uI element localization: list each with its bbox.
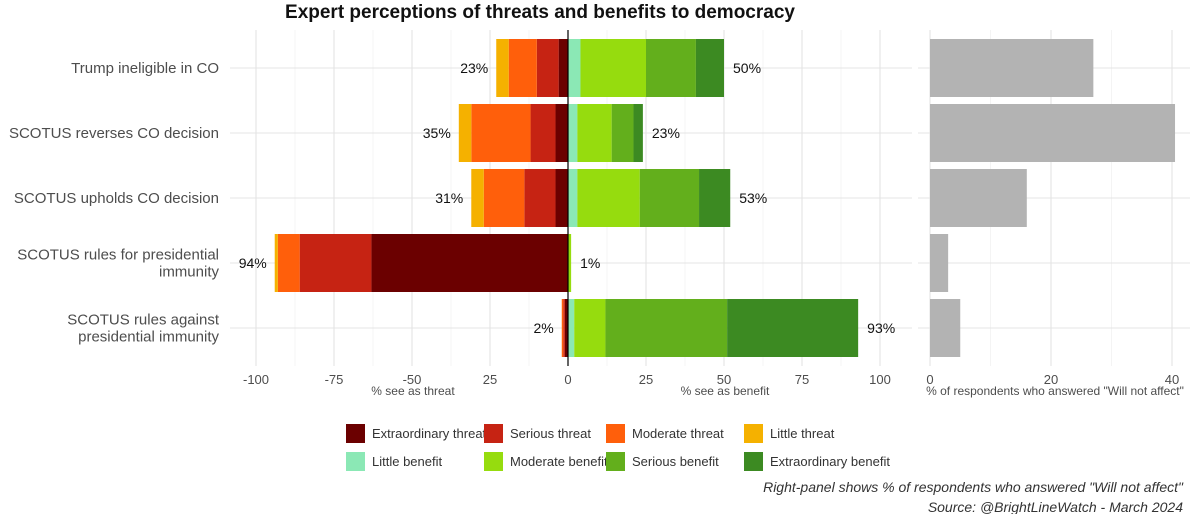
bar-segment xyxy=(471,169,484,227)
legend-label: Moderate benefit xyxy=(510,454,608,469)
bar-segment xyxy=(611,104,634,162)
bar-segment xyxy=(568,104,578,162)
threat-total-label: 2% xyxy=(534,320,554,336)
x-tick-label: 25 xyxy=(483,372,497,387)
x-axis-label-threat: % see as threat xyxy=(371,384,455,398)
bar-segment xyxy=(277,234,300,292)
x-tick-label: 25 xyxy=(639,372,653,387)
legend-label: Little threat xyxy=(770,426,835,441)
legend-swatch xyxy=(484,452,503,471)
threat-total-label: 94% xyxy=(239,255,267,271)
will-not-affect-bar xyxy=(930,169,1027,227)
bar-segment xyxy=(568,299,575,357)
legend-swatch xyxy=(606,424,625,443)
legend-label: Little benefit xyxy=(372,454,442,469)
x-axis-label-will-not-affect: % of respondents who answered "Will not … xyxy=(926,384,1184,398)
threat-total-label: 23% xyxy=(460,60,488,76)
bar-segment xyxy=(508,39,537,97)
legend-swatch xyxy=(346,452,365,471)
will-not-affect-bar xyxy=(930,104,1176,162)
bar-segment xyxy=(524,169,556,227)
bar-segment xyxy=(639,169,700,227)
labels-layer: 23% 50% Trump ineligible in CO 35% 23% SCOTUS… xyxy=(9,60,1179,387)
bar-segment xyxy=(536,39,559,97)
x-axis-label-benefit: % see as benefit xyxy=(681,384,770,398)
chart-title: Expert perceptions of threats and benefi… xyxy=(285,2,795,23)
bar-segment xyxy=(574,299,606,357)
will-not-affect-bar xyxy=(930,234,949,292)
legend-label: Extraordinary benefit xyxy=(770,454,890,469)
bar-segment xyxy=(371,234,568,292)
x-tick-label: -100 xyxy=(243,372,269,387)
legend-swatch xyxy=(484,424,503,443)
caption-source: Source: @BrightLineWatch - March 2024 xyxy=(928,499,1183,514)
category-label: SCOTUS reverses CO decision xyxy=(9,125,219,142)
bar-segment xyxy=(568,39,581,97)
x-tick-label: 100 xyxy=(869,372,891,387)
x-tick-label: 0 xyxy=(926,372,933,387)
bar-segment xyxy=(568,234,572,292)
caption-right-panel: Right-panel shows % of respondents who a… xyxy=(763,479,1184,495)
bar-segment xyxy=(558,39,568,97)
bar-segment xyxy=(274,234,278,292)
bar-segment xyxy=(483,169,525,227)
legend-label: Extraordinary threat xyxy=(372,426,487,441)
bar-segment xyxy=(646,39,696,97)
category-label: SCOTUS rules for presidential immunity xyxy=(17,247,219,281)
will-not-affect-bar xyxy=(930,299,961,357)
will-not-affect-bar xyxy=(930,39,1094,97)
x-tick-label: 20 xyxy=(1044,372,1058,387)
benefit-total-label: 23% xyxy=(652,125,680,141)
threat-total-label: 31% xyxy=(435,190,463,206)
bar-segment xyxy=(299,234,372,292)
legend-swatch xyxy=(744,424,763,443)
category-label: SCOTUS upholds CO decision xyxy=(14,190,219,207)
x-tick-label: 0 xyxy=(564,372,571,387)
bar-segment xyxy=(605,299,728,357)
bar-segment xyxy=(727,299,859,357)
bar-segment xyxy=(555,169,568,227)
benefit-total-label: 1% xyxy=(580,255,600,271)
x-tick-label: 40 xyxy=(1165,372,1179,387)
bar-segment xyxy=(564,299,568,357)
bar-segment xyxy=(633,104,643,162)
x-tick-label: 50 xyxy=(717,372,731,387)
benefit-total-label: 50% xyxy=(733,60,761,76)
legend: Extraordinary threat Serious threat Modera… xyxy=(346,424,890,471)
legend-swatch xyxy=(346,424,365,443)
x-tick-label: -75 xyxy=(325,372,344,387)
bar-segment xyxy=(471,104,531,162)
legend-label: Serious threat xyxy=(510,426,591,441)
threat-total-label: 35% xyxy=(423,125,451,141)
bar-segment xyxy=(577,169,640,227)
bar-segment xyxy=(699,169,731,227)
bar-segment xyxy=(580,39,646,97)
bar-segment xyxy=(568,169,578,227)
legend-label: Moderate threat xyxy=(632,426,724,441)
benefit-total-label: 53% xyxy=(739,190,767,206)
bar-segment xyxy=(577,104,612,162)
x-tick-label: -50 xyxy=(403,372,422,387)
benefit-total-label: 93% xyxy=(867,320,895,336)
bar-segment xyxy=(458,104,472,162)
bars-layer xyxy=(274,39,1176,357)
bar-segment xyxy=(563,299,565,357)
bar-segment xyxy=(561,299,564,357)
legend-swatch xyxy=(744,452,763,471)
bar-segment xyxy=(530,104,556,162)
legend-swatch xyxy=(606,452,625,471)
legend-label: Serious benefit xyxy=(632,454,719,469)
bar-segment xyxy=(555,104,568,162)
x-tick-label: 75 xyxy=(795,372,809,387)
bar-segment xyxy=(496,39,509,97)
bar-segment xyxy=(695,39,724,97)
category-label: SCOTUS rules against presidential immunit… xyxy=(67,312,220,346)
category-label: Trump ineligible in CO xyxy=(71,60,219,77)
